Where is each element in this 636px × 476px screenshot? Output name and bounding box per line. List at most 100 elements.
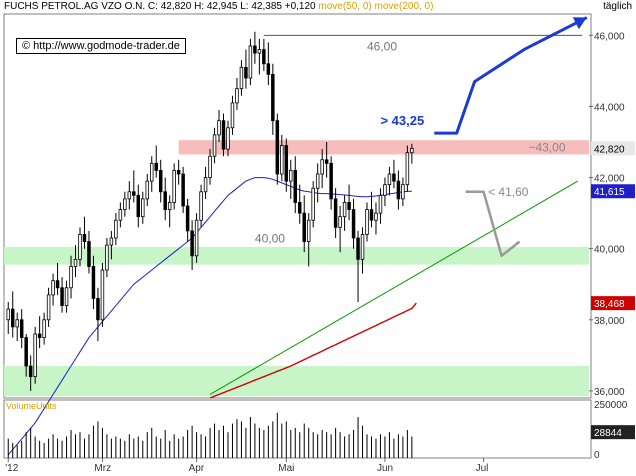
bullish-arrow-path	[434, 16, 588, 135]
candle-up	[172, 170, 176, 203]
y-tick-label: 36,000	[594, 387, 625, 398]
price-badges: 42,820 41,615 38,468 28844	[591, 141, 635, 440]
ma50-legend: move(50, 0)	[318, 1, 372, 12]
candle-up	[212, 134, 217, 157]
candle-up	[150, 162, 154, 182]
candle-down	[347, 202, 351, 210]
chart-annotations: 46,00 40,00 > 43,25 ~43,00 < 41,60	[255, 16, 588, 258]
candle-down	[37, 333, 42, 338]
candle-down	[302, 212, 306, 242]
x-tick-label: Jul	[476, 463, 489, 474]
candle-down	[351, 209, 356, 239]
candle-down	[297, 202, 302, 214]
candle-down	[24, 337, 28, 367]
symbol-name: FUCHS PETROL.AG VZO O.N.	[4, 1, 146, 12]
resistance-level-label: ~43,00	[528, 140, 565, 154]
candle-down	[158, 170, 163, 193]
candle-down	[10, 308, 15, 328]
candle-up	[311, 187, 315, 221]
chart-header: FUCHS PETROL.AG VZO O.N. C: 42,820 H: 42…	[4, 1, 433, 12]
candle-up	[360, 234, 365, 260]
candle-up	[280, 145, 284, 175]
candle-up	[230, 102, 235, 129]
support-level-label: 40,00	[255, 232, 285, 246]
ma200-legend: move(200, 0)	[374, 1, 434, 12]
candle-up	[208, 155, 212, 178]
candle-down	[293, 170, 298, 203]
candle-up	[306, 219, 311, 242]
candle-up	[64, 287, 69, 306]
candle-up	[51, 280, 55, 296]
candle-up	[248, 45, 253, 79]
support-zone	[4, 366, 589, 397]
candle-up	[69, 266, 73, 289]
candle-down	[253, 45, 257, 54]
candle-down	[91, 266, 96, 299]
close-value: C: 42,820	[147, 1, 192, 12]
candle-down	[356, 237, 360, 260]
candle-up	[194, 219, 199, 257]
candle-down	[244, 66, 248, 79]
axis-ticks: 36,00038,00040,00042,00044,00046,0002500…	[5, 31, 628, 474]
candle-up	[46, 294, 51, 321]
ma200-badge: 38,468	[594, 299, 625, 310]
candle-down	[185, 205, 190, 232]
candle-down	[163, 191, 167, 210]
y-tick-label: 40,000	[594, 245, 625, 256]
candle-down	[284, 145, 289, 182]
candle-up	[100, 269, 105, 321]
breakout-level-label: > 43,25	[380, 113, 424, 128]
candle-up	[105, 244, 109, 271]
copyright-text: © http://www.godmode-trader.de	[22, 40, 180, 52]
candle-up	[217, 120, 221, 136]
candle-up	[73, 258, 78, 267]
candle-up	[401, 184, 405, 200]
candle-down	[55, 280, 60, 289]
candle-up	[114, 219, 118, 239]
high-level-label: 46,00	[367, 39, 397, 53]
candle-up	[315, 173, 320, 189]
candle-down	[176, 170, 181, 175]
ma50-line	[7, 177, 412, 456]
y-tick-label: 38,000	[594, 316, 625, 327]
price-panel	[3, 13, 592, 399]
ma200-badge-bg	[591, 296, 635, 311]
ma50-badge-bg	[591, 184, 635, 199]
candle-down	[132, 191, 136, 196]
candle-up	[383, 184, 387, 196]
candle-down	[333, 198, 338, 228]
candle-up	[42, 319, 46, 338]
indicator-lines	[7, 34, 583, 456]
candle-down	[181, 173, 185, 207]
candle-down	[262, 49, 266, 65]
candle-up	[374, 212, 378, 221]
candle-down	[136, 194, 141, 218]
y-tick-label: 46,000	[594, 31, 625, 42]
close-badge: 42,820	[594, 144, 625, 155]
candle-down	[60, 287, 64, 306]
ma200-line	[209, 302, 417, 399]
candle-up	[6, 308, 10, 321]
candle-up	[338, 216, 342, 228]
x-tick-label: Apr	[189, 463, 205, 474]
candle-up	[289, 170, 293, 182]
y-tick-label: 42,000	[594, 174, 625, 185]
volume-tick-label: 0	[594, 450, 600, 461]
candle-down	[324, 159, 329, 164]
candle-down	[82, 234, 87, 242]
change-value: +0,120	[284, 1, 316, 12]
y-tick-label: 44,000	[594, 102, 625, 113]
volume-series	[7, 412, 413, 458]
candle-down	[275, 120, 280, 175]
candle-up	[33, 333, 37, 378]
candle-up	[199, 191, 203, 221]
uptrend-line	[209, 180, 579, 395]
x-tick-label: '12	[5, 463, 18, 474]
candle-up	[127, 191, 132, 200]
candle-up	[123, 198, 127, 210]
candle-up	[387, 173, 392, 186]
x-tick-label: Mai	[278, 463, 294, 474]
candle-down	[96, 298, 100, 321]
candle-up	[141, 198, 145, 218]
candle-up	[167, 202, 172, 210]
